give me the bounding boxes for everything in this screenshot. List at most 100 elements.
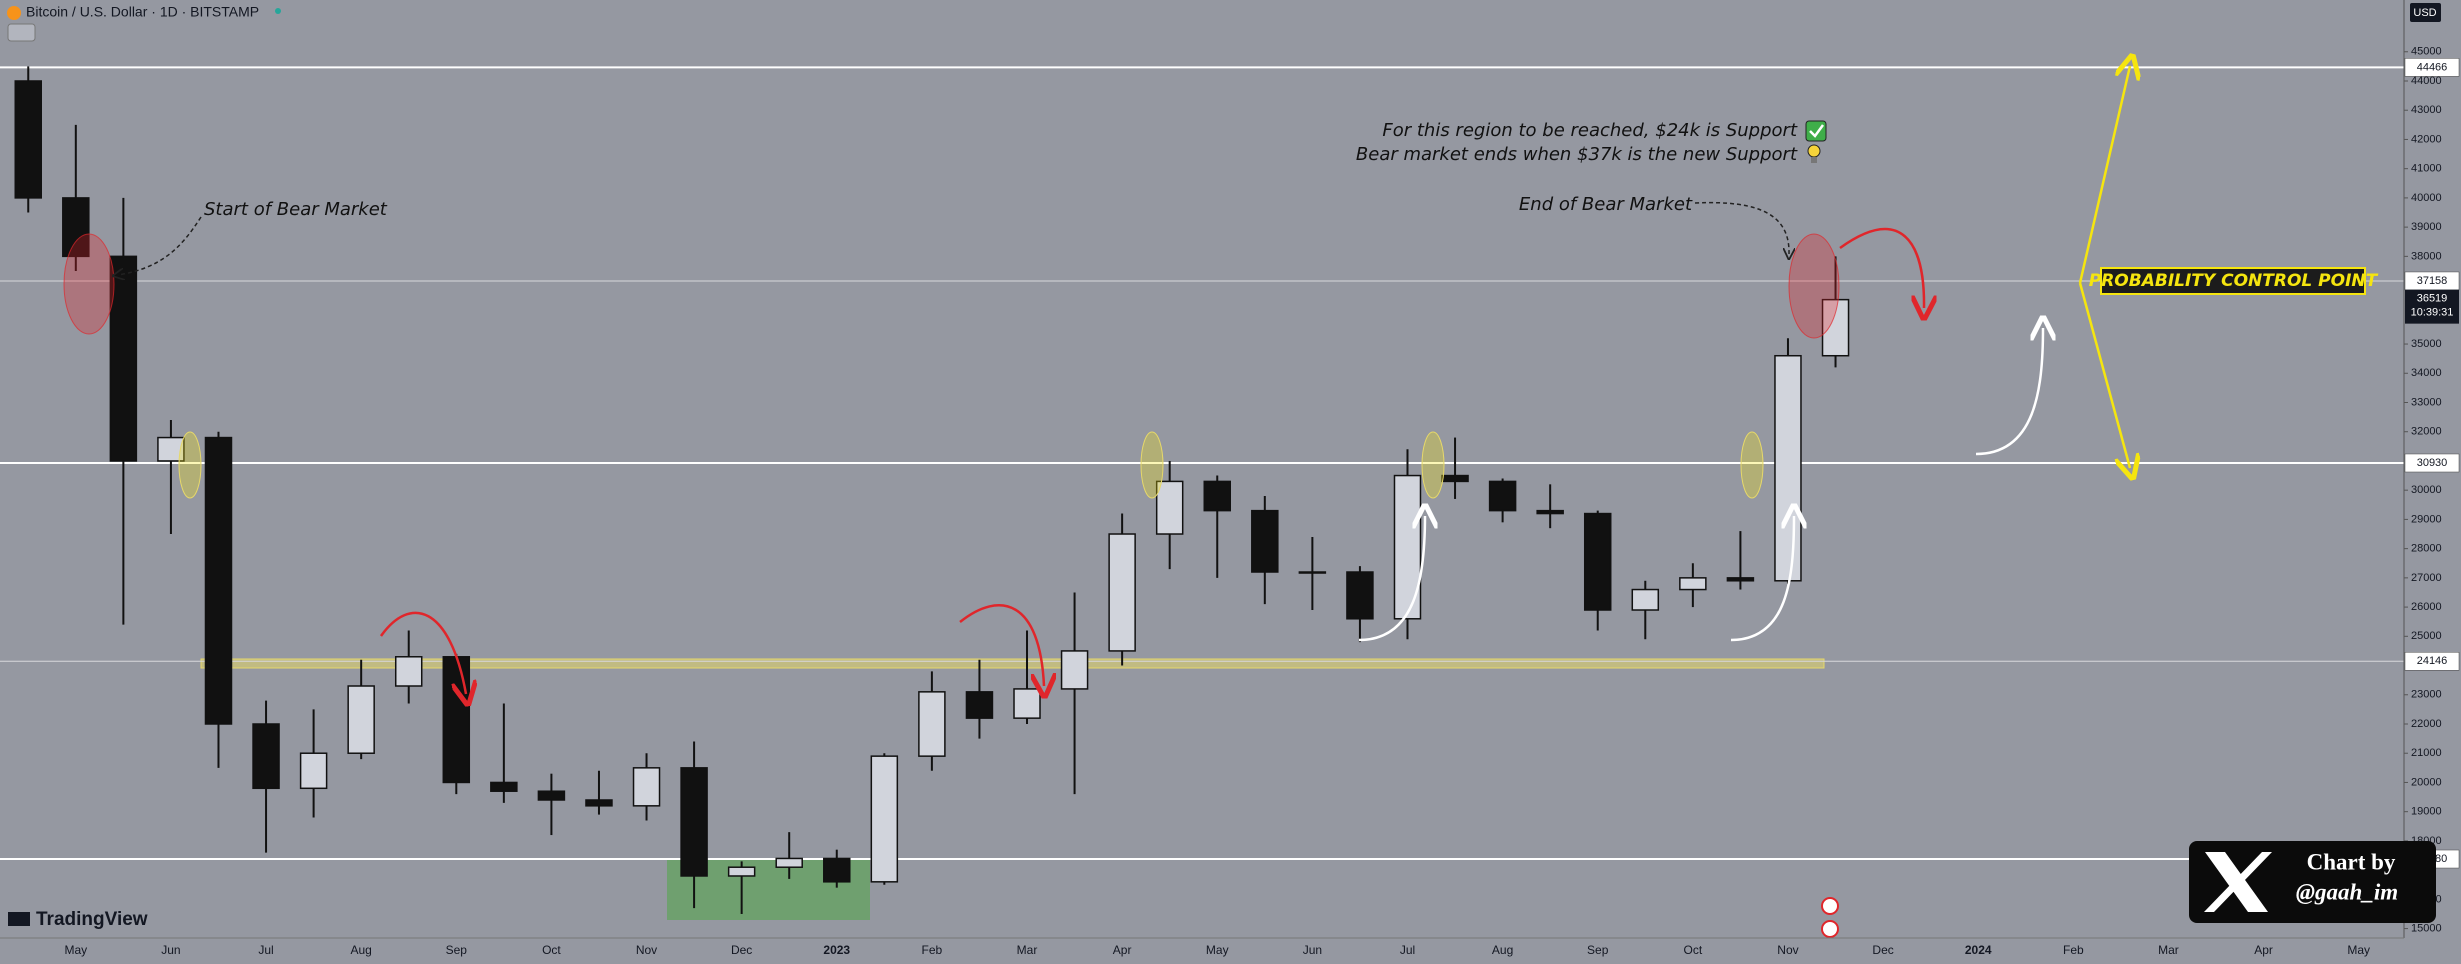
- last-price-tag: [2405, 289, 2459, 324]
- candle-body: [1108, 533, 1136, 652]
- x-tick-label: 2024: [1965, 943, 1992, 957]
- candle-body: [1536, 509, 1564, 515]
- white-arrow: [1975, 328, 2043, 456]
- support-band: [200, 658, 1825, 669]
- x-tick-label: Apr: [2254, 943, 2273, 957]
- candle-body: [775, 857, 803, 868]
- red-arrow: [379, 611, 466, 694]
- x-tick-label: May: [2347, 943, 2370, 957]
- touch-ellipse: [1421, 431, 1445, 499]
- y-tick-label: 27000: [2411, 572, 2442, 584]
- candle-body: [14, 80, 42, 199]
- y-tick-label: 35000: [2411, 338, 2442, 350]
- touch-ellipse: [178, 431, 202, 499]
- y-tick-label: 44000: [2411, 75, 2442, 87]
- candle-body: [204, 436, 233, 725]
- credit: Chart by: [2307, 849, 2396, 874]
- x-tick-label: Nov: [636, 943, 657, 957]
- x-tick-label: May: [64, 943, 87, 957]
- y-tick-label: 29000: [2411, 513, 2442, 525]
- y-tick-label: 26000: [2411, 601, 2442, 613]
- candle-body: [537, 790, 566, 801]
- y-tick-label: 40000: [2411, 192, 2442, 204]
- pcp-box: [2100, 267, 2366, 295]
- candle-body: [1155, 480, 1184, 535]
- y-tick-label: 21000: [2411, 747, 2442, 759]
- touch-ellipse: [1740, 431, 1764, 499]
- x-tick-label: Aug: [350, 943, 371, 957]
- y-tick-label: 20000: [2411, 776, 2442, 788]
- candle-body: [1060, 650, 1089, 690]
- y-tick-label: 42000: [2411, 133, 2442, 145]
- callout-line: [1694, 201, 1789, 254]
- price-tag-label: 44466: [2417, 61, 2448, 73]
- candle-body: [870, 755, 899, 883]
- y-tick-label: 33000: [2411, 396, 2442, 408]
- candle-body: [157, 436, 185, 462]
- x-tick-label: Dec: [1872, 943, 1893, 957]
- status-dot: [275, 8, 281, 14]
- x-tick-label: Mar: [1017, 943, 1038, 957]
- candle-body: [632, 767, 661, 807]
- candle-body: [252, 723, 280, 790]
- candle-body: [1631, 588, 1660, 611]
- candle-body: [490, 781, 518, 792]
- y-tick-label: 34000: [2411, 367, 2442, 379]
- candle-body: [1726, 577, 1755, 582]
- x-tick-label: Sep: [446, 943, 468, 957]
- x-tick-label: Mar: [2158, 943, 2179, 957]
- x-tick-label: Feb: [922, 943, 943, 957]
- candle-body: [727, 866, 756, 877]
- callout-line: [118, 216, 202, 275]
- candle-body: [347, 685, 375, 754]
- price-tag-label: 24146: [2417, 655, 2448, 667]
- candle-body: [1013, 688, 1041, 719]
- x-tick-label: 2023: [823, 943, 850, 957]
- y-tick-label: 39000: [2411, 221, 2442, 233]
- y-tick-label: 38000: [2411, 250, 2442, 262]
- x-tick-label: Sep: [1587, 943, 1609, 957]
- check-icon: [1805, 120, 1827, 142]
- price-tag: [2404, 453, 2460, 473]
- x-tick-label: Jul: [1400, 943, 1415, 957]
- x-tick-label: Jun: [161, 943, 180, 957]
- currency-box[interactable]: [2410, 3, 2441, 22]
- pcp-label: PROBABILITY CONTROL POINT: [2089, 271, 2379, 291]
- symbol-icon: [7, 6, 21, 20]
- candle-body: [442, 656, 471, 784]
- x-tick-label: Aug: [1492, 943, 1513, 957]
- candles-layer: [14, 66, 1850, 914]
- y-tick-label: 30000: [2411, 484, 2442, 496]
- red-arrow: [959, 604, 1044, 686]
- annotation: Bear market ends when $37k is the new Su…: [1356, 144, 1798, 165]
- yellow-arrow: [2078, 282, 2130, 468]
- y-tick-label: 19000: [2411, 806, 2442, 818]
- white-arrow: [1730, 516, 1794, 642]
- candle-body: [109, 255, 138, 462]
- bulb-base: [1811, 157, 1817, 163]
- y-tick-label: 25000: [2411, 630, 2442, 642]
- event-icon: [1821, 897, 1839, 915]
- candle-body: [1774, 354, 1802, 582]
- candle-body: [823, 857, 851, 883]
- y-tick-label: 28000: [2411, 543, 2442, 555]
- candle-body: [585, 799, 613, 807]
- collapse-button[interactable]: [7, 23, 36, 42]
- y-tick-label: 22000: [2411, 718, 2442, 730]
- x-tick-label: Oct: [1684, 943, 1703, 957]
- candle-body: [918, 691, 946, 757]
- candle-body: [680, 767, 708, 877]
- x-tick-label: Oct: [542, 943, 561, 957]
- symbol-title: Bitcoin / U.S. Dollar · 1D · BITSTAMP: [26, 4, 259, 20]
- candle-body: [1346, 571, 1374, 620]
- event-icon: [1821, 920, 1839, 938]
- axis-panel: [2404, 0, 2461, 964]
- x-tick-label: Dec: [731, 943, 752, 957]
- annotation: End of Bear Market: [1519, 194, 1693, 215]
- x-tick-label: May: [1206, 943, 1229, 957]
- check-mark: [1809, 124, 1825, 138]
- y-tick-label: 45000: [2411, 46, 2442, 58]
- y-tick-label: 32000: [2411, 426, 2442, 438]
- handle: @gaah_im: [2296, 879, 2398, 904]
